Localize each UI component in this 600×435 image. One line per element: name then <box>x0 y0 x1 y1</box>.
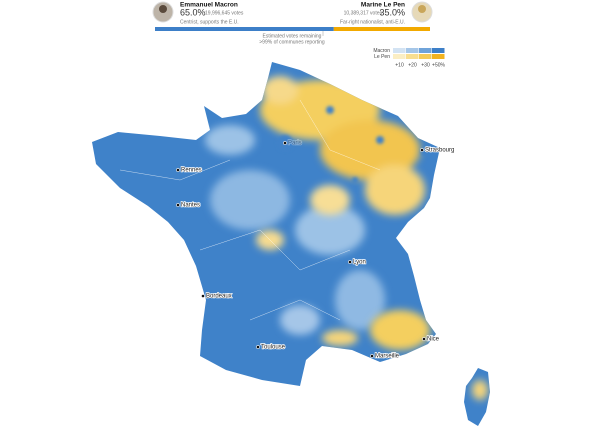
city-dot <box>420 148 424 152</box>
legend-swatch <box>432 48 445 53</box>
city-label: Nantes <box>181 203 200 209</box>
yellow-areas <box>256 76 488 400</box>
city-dot <box>370 354 374 358</box>
city-dot <box>176 168 180 172</box>
city-label: Bordeaux <box>206 294 232 300</box>
city-dot <box>201 294 205 298</box>
city-dot <box>176 203 180 207</box>
vote-bar <box>155 27 430 31</box>
remaining-label: Estimated votes remaining <box>263 33 322 39</box>
city-labels: Paris Strasbourg Rennes Nantes Bordeaux Toulo… <box>176 140 455 360</box>
legend-swatch <box>419 48 432 53</box>
city-label: Toulouse <box>261 345 286 351</box>
legend-swatch <box>419 54 432 59</box>
region-borders <box>119 99 381 321</box>
legend-row-label: Le Pen <box>374 54 390 60</box>
vote-bar-segment <box>333 27 430 31</box>
legend-tick-label: +10 <box>395 62 404 68</box>
legend-swatch <box>406 54 419 59</box>
legend-swatch <box>393 48 406 53</box>
city-dot <box>422 337 426 341</box>
remaining-label: >99% of communes reporting <box>259 39 325 45</box>
macron-photo-detail <box>159 5 167 13</box>
vote-bar-segment <box>155 27 334 31</box>
city-dot <box>256 345 260 349</box>
legend-swatch <box>393 54 406 59</box>
city-dot <box>283 141 287 145</box>
lepen-photo-detail <box>418 5 426 13</box>
candidate-name: Marine Le Pen <box>361 2 405 9</box>
legend-row-label: Macron <box>373 48 390 54</box>
city-dot <box>348 260 352 264</box>
legend-tick-label: +20 <box>408 62 417 68</box>
light-blue-areas <box>205 125 385 335</box>
legend-swatch <box>432 54 445 59</box>
city-label: Marseille <box>375 354 400 360</box>
candidate-name: Emmanuel Macron <box>180 2 238 9</box>
map <box>92 62 490 426</box>
city-label: Strasbourg <box>425 148 454 154</box>
city-label: Nice <box>427 337 440 343</box>
candidate-votes: 10,389,317 votes <box>344 10 383 16</box>
candidate-share: 65.0% <box>180 7 206 17</box>
candidate-description: Centrist, supports the E.U. <box>180 19 239 25</box>
header: Emmanuel Macron 65.0% 19,996,645 votes C… <box>152 1 433 45</box>
city-label: Paris <box>288 141 302 147</box>
legend-tick-label: +50% <box>432 62 445 68</box>
candidate-votes: 19,996,645 votes <box>205 10 244 16</box>
legend-tick-label: +30 <box>421 62 430 68</box>
legend-swatch <box>406 48 419 53</box>
city-label: Lyon <box>353 260 366 266</box>
candidate-description: Far-right nationalist, anti-E.U. <box>340 19 405 25</box>
candidate-share: 35.0% <box>379 7 405 17</box>
city-label: Rennes <box>181 168 202 174</box>
